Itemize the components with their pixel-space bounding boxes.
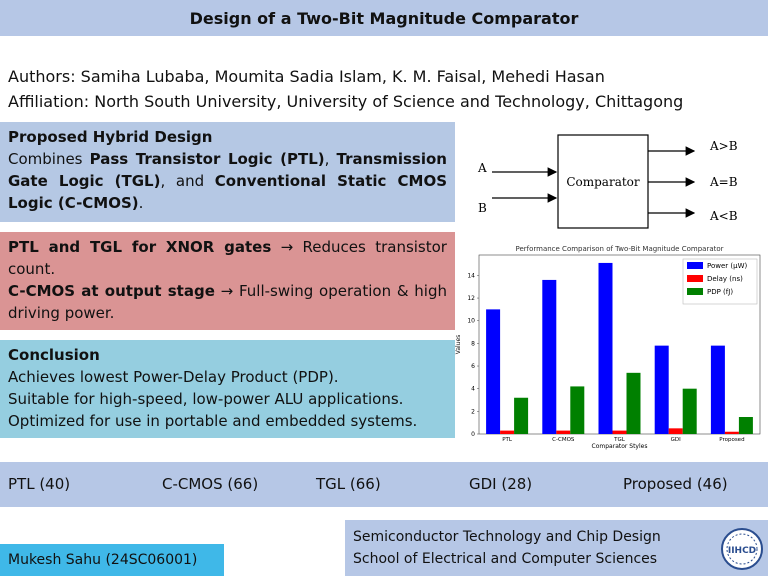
y-tick-label: 14 [467,272,475,279]
conclusion-heading: Conclusion [8,346,100,364]
y-tick-label: 2 [471,408,475,415]
output-eq-label: A=B [709,175,738,189]
design-box: Proposed Hybrid Design Combines Pass Tra… [0,122,455,222]
bar [514,397,529,434]
bar [668,428,683,434]
logic-line-1: PTL and TGL for XNOR gates → Reduces tra… [8,238,447,278]
y-tick-label: 8 [471,340,475,347]
input-a-label: A [477,161,487,175]
presenter-name-text: Mukesh Sahu (24SC06001) [8,552,198,568]
transistor-count-bar: PTL (40) C-CMOS (66) TGL (66) GDI (28) P… [0,462,768,507]
legend-label: Delay (ns) [707,275,743,283]
count-gdi: GDI (28) [469,475,533,493]
affiliation-line: Affiliation: North South University, Uni… [8,92,684,111]
comparator-block [557,134,649,229]
department-block: Semiconductor Technology and Chip Design… [345,520,768,576]
x-axis-label: Comparator Styles [592,443,648,450]
legend-swatch [687,288,703,295]
x-tick-label: PTL [502,437,513,443]
y-tick-label: 12 [467,295,475,302]
bar [710,345,725,434]
y-axis-label: Values [455,335,462,355]
legend-label: Power (μW) [707,262,747,270]
comparator-diagram: Comparator A B A>B A=B A<B [477,134,738,229]
x-tick-label: TGL [613,437,626,443]
bar [654,345,669,434]
presenter-name: Mukesh Sahu (24SC06001) [0,544,224,576]
x-tick-label: Proposed [719,437,744,443]
count-ptl: PTL (40) [8,475,71,493]
output-lt-label: A<B [709,209,738,223]
count-ccmos: C-CMOS (66) [162,475,259,493]
output-gt-label: A>B [709,139,738,153]
authors-block: Authors: Samiha Lubaba, Moumita Sadia Is… [8,64,683,114]
logic-line-2: C-CMOS at output stage → Full-swing oper… [8,282,447,322]
department-line-1: Semiconductor Technology and Chip Design [353,529,661,545]
conclusion-box: Conclusion Achieves lowest Power-Delay P… [0,340,455,438]
comparator-label: Comparator [566,175,640,189]
bar [556,430,571,434]
y-tick-label: 0 [471,431,475,438]
chart-title: Performance Comparison of Two-Bit Magnit… [515,245,723,253]
performance-chart: Performance Comparison of Two-Bit Magnit… [455,245,761,450]
logic-box: PTL and TGL for XNOR gates → Reduces tra… [0,232,455,330]
bar [542,279,557,434]
legend-swatch [687,262,703,269]
bar [682,388,697,434]
design-heading: Proposed Hybrid Design [8,128,213,146]
authors-line: Authors: Samiha Lubaba, Moumita Sadia Is… [8,67,605,86]
page-title: Design of a Two-Bit Magnitude Comparator [189,8,579,28]
input-b-label: B [478,201,487,215]
count-tgl: TGL (66) [316,475,381,493]
y-tick-label: 4 [471,386,475,393]
x-tick-label: C-CMOS [552,437,575,443]
title-bar: Design of a Two-Bit Magnitude Comparator [0,0,768,36]
department-line-2: School of Electrical and Computer Scienc… [353,551,658,567]
institute-logo-icon: IIHCD [721,528,763,570]
bar [598,262,613,434]
bar [724,431,739,434]
logo-text: IIHCD [728,546,756,556]
y-tick-label: 6 [471,363,475,370]
design-text: Combines Pass Transistor Logic (PTL), Tr… [8,150,448,212]
bar [486,309,501,434]
bar [612,430,627,434]
legend-swatch [687,275,703,282]
conclusion-item: Achieves lowest Power-Delay Product (PDP… [8,368,339,386]
conclusion-item: Optimized for use in portable and embedd… [8,412,418,430]
bar [738,417,753,434]
bar [500,430,515,434]
bar [626,372,641,434]
y-tick-label: 10 [467,318,475,325]
count-proposed: Proposed (46) [623,475,728,493]
x-tick-label: GDI [671,437,681,443]
legend-label: PDP (fJ) [707,288,733,296]
conclusion-item: Suitable for high-speed, low-power ALU a… [8,390,404,408]
bar [570,386,585,434]
